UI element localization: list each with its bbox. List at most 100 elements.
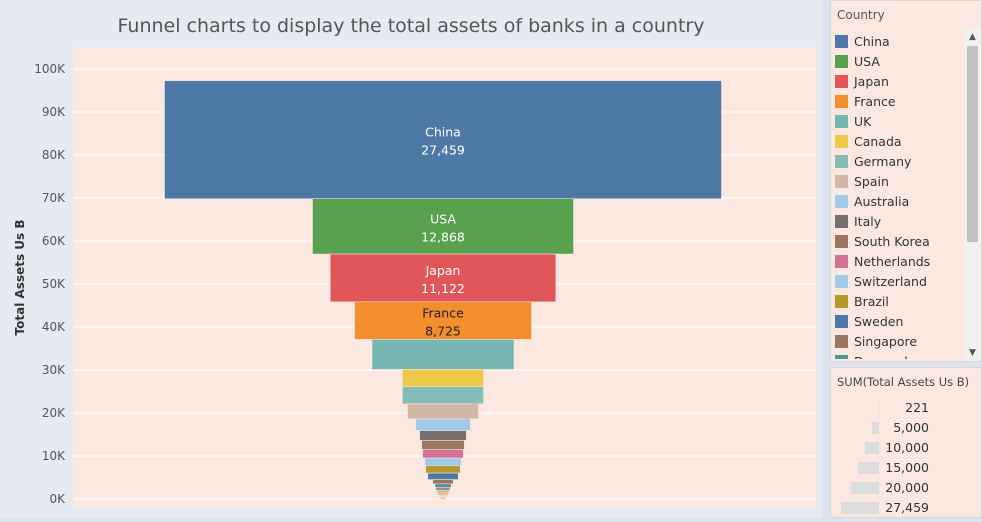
scroll-thumb[interactable] xyxy=(967,46,978,242)
segment-name-label: France xyxy=(422,306,464,321)
legend-label: Australia xyxy=(854,193,910,209)
legend-title: Country xyxy=(837,8,885,22)
funnel-segment-spain xyxy=(407,403,479,420)
y-tick-label: 30K xyxy=(42,363,66,377)
y-tick-label: 10K xyxy=(42,449,66,463)
size-legend-bar xyxy=(841,502,879,514)
legend-label: China xyxy=(854,33,890,49)
y-axis-label: Total Assets Us B xyxy=(13,220,27,336)
legend-label: South Korea xyxy=(854,233,930,249)
funnel-chart: Funnel charts to display the total asset… xyxy=(13,15,816,508)
legend-label: Brazil xyxy=(854,293,889,309)
scroll-down-icon[interactable]: ▼ xyxy=(969,348,976,358)
segment-value-label: 11,122 xyxy=(421,281,465,296)
segment-name-label: USA xyxy=(430,211,456,226)
legend-item[interactable]: Australia xyxy=(835,191,965,211)
size-legend-bar xyxy=(872,422,879,434)
legend-label: Denmark xyxy=(854,354,911,360)
legend-label: UK xyxy=(854,113,872,129)
size-legend-label: 20,000 xyxy=(885,480,929,495)
segment-name-label: Japan xyxy=(425,263,461,278)
funnel-segment-other-6 xyxy=(440,497,446,500)
size-legend-item: 27,459 xyxy=(831,498,981,518)
legend-item[interactable]: Netherlands xyxy=(835,251,965,271)
size-legend-bar xyxy=(877,402,879,414)
legend-swatch xyxy=(835,114,848,128)
size-legend-title: SUM(Total Assets Us B) xyxy=(837,375,970,389)
legend-item[interactable]: Brazil xyxy=(835,291,965,311)
legend-item[interactable]: Switzerland xyxy=(835,271,965,291)
funnel-segment-usa xyxy=(312,198,574,255)
legend-label: Spain xyxy=(854,173,889,189)
legend-label: Germany xyxy=(854,153,912,169)
size-legend: SUM(Total Assets Us B) 221 5,000 10,000 15,… xyxy=(830,367,982,518)
funnel-segment-sweden xyxy=(427,472,459,480)
legend-label: Japan xyxy=(854,73,889,89)
legend-label: Switzerland xyxy=(854,273,927,289)
legend-label: Netherlands xyxy=(854,253,931,269)
legend-item[interactable]: South Korea xyxy=(835,231,965,251)
legend-swatch xyxy=(835,134,848,148)
legend-swatch xyxy=(835,194,848,208)
size-legend-item: 10,000 xyxy=(831,438,981,458)
legend-item[interactable]: Italy xyxy=(835,211,965,231)
scroll-up-icon[interactable]: ▲ xyxy=(969,32,976,42)
y-tick-label: 20K xyxy=(42,406,66,420)
chart-title: Funnel charts to display the total asset… xyxy=(118,15,705,37)
funnel-segment-switzerland xyxy=(424,457,462,467)
funnel-segment-japan xyxy=(329,253,557,303)
funnel-segment-denmark xyxy=(434,483,452,488)
size-legend-label: 5,000 xyxy=(893,420,929,435)
legend-item[interactable]: Spain xyxy=(835,171,965,191)
funnel-segment-france xyxy=(354,301,532,340)
y-tick-label: 100K xyxy=(34,62,66,76)
legend-item[interactable]: Japan xyxy=(835,71,965,91)
funnel-segment-other-3 xyxy=(437,492,449,496)
legend-swatch xyxy=(835,54,848,68)
legend-item[interactable]: Canada xyxy=(835,131,965,151)
country-legend: Country China USA Japan France UK Canada Germa… xyxy=(830,0,982,362)
legend-label: France xyxy=(854,93,896,109)
legend-item[interactable]: China xyxy=(835,31,965,51)
legend-item[interactable]: UK xyxy=(835,111,965,131)
size-legend-item: 20,000 xyxy=(831,478,981,498)
funnel-segment-australia xyxy=(415,418,471,431)
y-tick-label: 60K xyxy=(42,234,66,248)
size-legend-label: 221 xyxy=(905,400,929,415)
segment-value-label: 8,725 xyxy=(425,324,461,339)
legend-label: Italy xyxy=(854,213,882,229)
legend-swatch xyxy=(835,234,848,248)
legend-list: China USA Japan France UK Canada Germany Spain A… xyxy=(835,31,965,359)
legend-swatch xyxy=(835,34,848,48)
legend-item[interactable]: Singapore xyxy=(835,331,965,351)
segment-value-label: 12,868 xyxy=(421,229,465,244)
funnel-segment-netherlands xyxy=(422,449,464,459)
funnel-segment-other-1 xyxy=(435,487,451,491)
legend-swatch xyxy=(835,274,848,288)
size-legend-item: 221 xyxy=(831,398,981,418)
legend-swatch xyxy=(835,294,848,308)
size-legend-item: 15,000 xyxy=(831,458,981,478)
size-legend-label: 10,000 xyxy=(885,440,929,455)
y-tick-label: 80K xyxy=(42,148,66,162)
legend-scrollbar[interactable]: ▲ ▼ xyxy=(964,29,981,361)
funnel-segment-other-2 xyxy=(436,490,450,494)
legend-item[interactable]: USA xyxy=(835,51,965,71)
y-tick-label: 0K xyxy=(49,492,66,506)
size-legend-bar xyxy=(865,442,879,454)
legend-swatch xyxy=(835,74,848,88)
legend-item[interactable]: Germany xyxy=(835,151,965,171)
funnel-segment-singapore xyxy=(432,479,454,485)
legend-swatch xyxy=(835,334,848,348)
legend-swatch xyxy=(835,94,848,108)
legend-item[interactable]: France xyxy=(835,91,965,111)
legend-swatch xyxy=(835,354,848,359)
legend-item[interactable]: Sweden xyxy=(835,311,965,331)
legend-item[interactable]: Denmark xyxy=(835,351,965,359)
legend-swatch xyxy=(835,214,848,228)
y-tick-label: 70K xyxy=(42,191,66,205)
funnel-segment-brazil xyxy=(425,465,461,474)
y-tick-label: 40K xyxy=(42,320,66,334)
legend-swatch xyxy=(835,154,848,168)
legend-label: Singapore xyxy=(854,333,918,349)
